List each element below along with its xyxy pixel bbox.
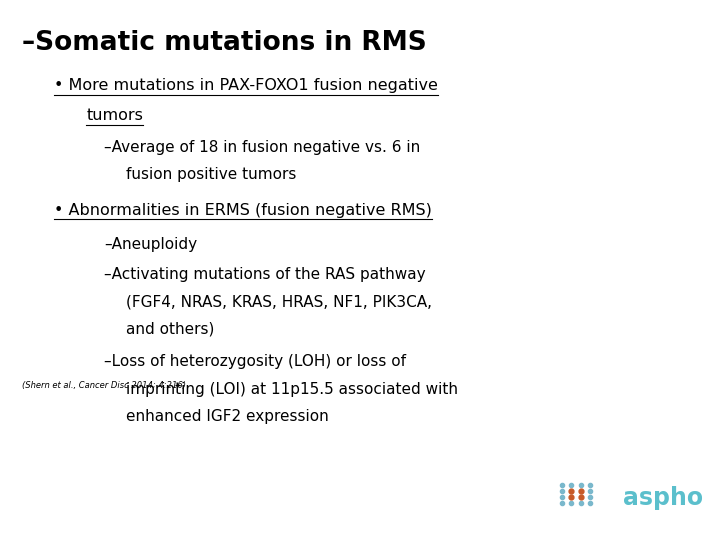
Text: and others): and others) <box>126 321 215 336</box>
Text: –Aneuploidy: –Aneuploidy <box>104 237 197 252</box>
Text: –Activating mutations of the RAS pathway: –Activating mutations of the RAS pathway <box>104 267 426 282</box>
Text: –Somatic mutations in RMS: –Somatic mutations in RMS <box>22 30 426 56</box>
Text: –Average of 18 in fusion negative vs. 6 in: –Average of 18 in fusion negative vs. 6 … <box>104 140 420 156</box>
Text: enhanced IGF2 expression: enhanced IGF2 expression <box>126 409 329 424</box>
Text: (Shern et al., Cancer Disc 2014; 4:216): (Shern et al., Cancer Disc 2014; 4:216) <box>22 381 186 390</box>
Text: imprinting (LOI) at 11p15.5 associated with: imprinting (LOI) at 11p15.5 associated w… <box>126 382 458 397</box>
Text: tumors: tumors <box>86 108 143 123</box>
Text: –Loss of heterozygosity (LOH) or loss of: –Loss of heterozygosity (LOH) or loss of <box>104 354 406 369</box>
Text: aspho: aspho <box>623 487 703 510</box>
Text: • More mutations in PAX-FOXO1 fusion negative: • More mutations in PAX-FOXO1 fusion neg… <box>54 78 438 93</box>
Text: • Abnormalities in ERMS (fusion negative RMS): • Abnormalities in ERMS (fusion negative… <box>54 202 432 218</box>
Text: fusion positive tumors: fusion positive tumors <box>126 167 297 183</box>
Text: (FGF4, NRAS, KRAS, HRAS, NF1, PIK3CA,: (FGF4, NRAS, KRAS, HRAS, NF1, PIK3CA, <box>126 294 432 309</box>
